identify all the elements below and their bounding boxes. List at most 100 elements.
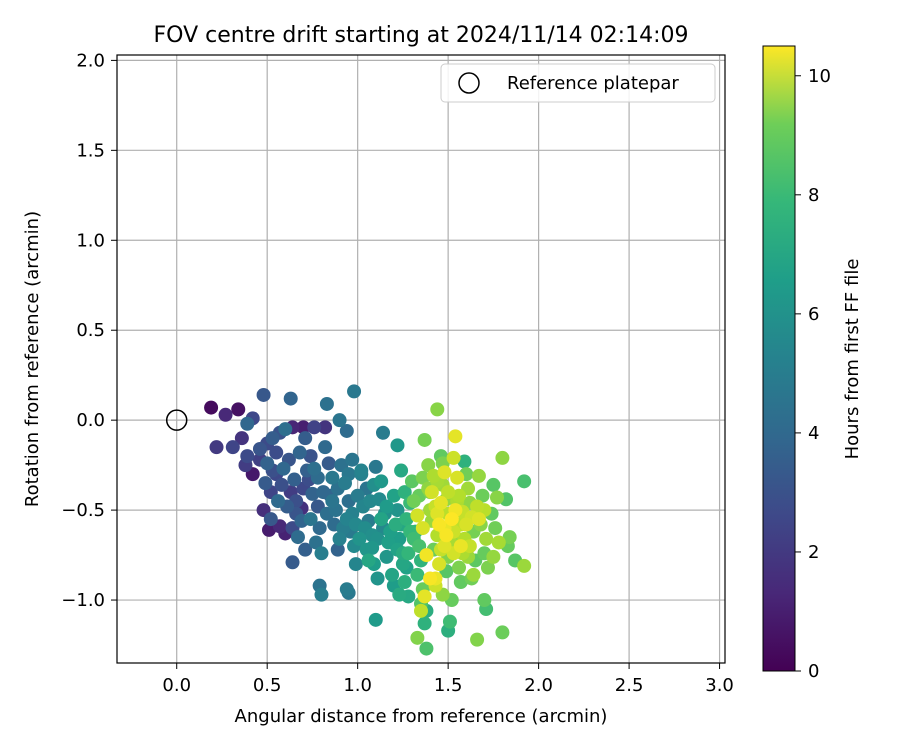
data-point [410,567,425,582]
data-point [325,470,340,485]
data-point [399,512,414,527]
x-tick-label: 1.5 [434,675,463,696]
data-point [502,530,517,545]
data-point [263,512,278,527]
data-point [296,420,311,435]
x-axis-ticks: 0.0 0.5 1.0 1.5 2.0 2.5 3.0 [162,663,734,696]
data-point [274,477,289,492]
data-point [410,508,425,523]
data-point [479,531,494,546]
data-point [415,521,430,536]
data-point [376,425,390,440]
colorbar-tick-label: 4 [808,423,819,444]
data-point [339,423,354,438]
data-point [437,465,452,480]
data-point [432,557,447,572]
data-point [430,402,445,417]
data-point [321,456,336,471]
data-point [350,488,365,503]
data-point [240,449,255,464]
data-point [269,445,284,460]
x-tick-label: 3.0 [705,675,734,696]
data-point [298,542,313,557]
colorbar-tick-label: 8 [808,185,819,206]
data-point [374,512,389,527]
data-point [410,630,425,645]
data-point [404,474,419,489]
data-point [318,440,333,455]
colorbar: 0 2 4 6 8 10 Hours from first FF file [762,45,863,682]
data-point [348,557,363,572]
x-tick-label: 0.5 [253,675,282,696]
data-point [225,440,240,455]
data-point [260,456,275,471]
data-point [452,488,466,503]
data-point [332,413,347,428]
data-point [345,452,360,467]
y-tick-label: 2.0 [76,50,105,71]
colorbar-tick-label: 10 [808,66,831,87]
y-tick-label: −0.5 [61,500,105,521]
data-point [395,557,410,572]
data-point [276,461,291,476]
data-point [433,495,448,510]
data-point [314,546,329,561]
data-point [426,468,441,483]
x-tick-label: 1.0 [343,675,372,696]
data-point [417,432,432,447]
data-point [204,400,219,415]
data-point [252,441,267,456]
data-point [361,553,376,568]
data-point [419,641,434,656]
y-axis-ticks: −1.0 −0.5 0.0 0.5 1.0 1.5 2.0 [61,50,117,611]
data-point [298,431,313,446]
scatter-points [165,384,532,656]
data-point [307,420,322,435]
colorbar-ticks: 0 2 4 6 8 10 [795,66,831,682]
data-point [368,459,383,474]
data-point [415,470,430,485]
data-point [452,560,466,575]
data-point [495,625,510,640]
data-point [319,396,334,411]
data-point [262,522,276,537]
y-tick-label: −1.0 [61,590,105,611]
data-point [332,531,347,546]
x-tick-label: 0.0 [162,675,191,696]
data-point [421,458,436,473]
data-point [480,560,495,575]
data-point [448,429,463,444]
data-point [414,603,428,618]
data-point [390,438,405,453]
data-point [417,616,432,631]
legend-box [440,63,716,103]
data-point [305,486,320,501]
data-point [423,571,438,586]
data-point [477,593,492,608]
data-point [240,416,255,431]
data-point [368,612,383,627]
x-tick-label: 2.5 [615,675,644,696]
data-point [424,485,439,500]
data-point [470,499,485,514]
data-point [318,420,333,435]
x-tick-label: 2.0 [524,675,553,696]
data-point [385,567,400,582]
data-point [459,517,474,532]
data-point [287,472,302,487]
data-point [406,494,421,509]
data-point [430,506,445,521]
data-point [285,555,300,570]
colorbar-label: Hours from first FF file [842,259,863,460]
x-axis-label: Angular distance from reference (arcmin) [235,706,608,727]
data-point [209,440,224,455]
data-point [401,546,416,561]
data-point [316,485,331,500]
legend-label-reference: Reference platepar [507,73,679,94]
data-point [231,402,246,417]
data-point [354,463,369,478]
data-point [338,476,352,491]
colorbar-tick-label: 0 [808,661,819,682]
data-point [292,445,307,460]
